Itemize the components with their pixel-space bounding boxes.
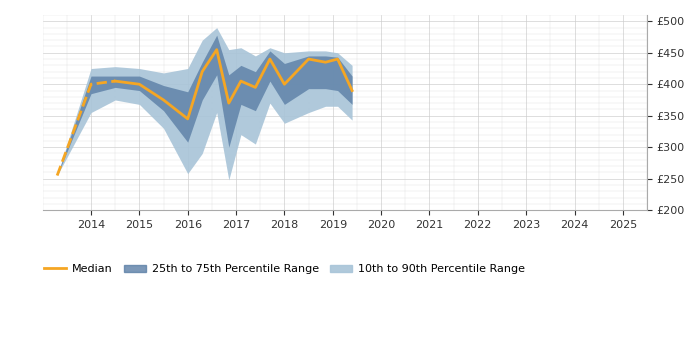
Legend: Median, 25th to 75th Percentile Range, 10th to 90th Percentile Range: Median, 25th to 75th Percentile Range, 1… — [40, 260, 529, 279]
